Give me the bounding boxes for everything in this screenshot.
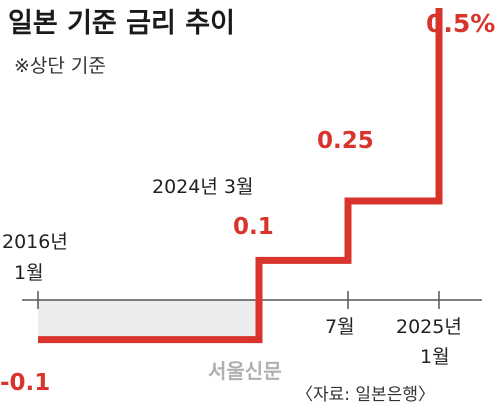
negative-rate-area bbox=[38, 300, 259, 340]
chart-title: 일본 기준 금리 추이 bbox=[8, 8, 235, 39]
value-label-neg-0-1: -0.1 bbox=[0, 370, 50, 396]
tick-label-month-2025: 1월 bbox=[420, 346, 450, 368]
value-label-0-25: 0.25 bbox=[317, 128, 374, 154]
value-label-0-1: 0.1 bbox=[233, 214, 274, 240]
tick-label-year-2025: 2025년 bbox=[396, 316, 462, 338]
tick-label-month-jul: 7월 bbox=[325, 316, 355, 338]
tick-label-month-2016: 1월 bbox=[14, 262, 44, 284]
value-label-0-5: 0.5% bbox=[426, 9, 495, 38]
newspaper-watermark: 서울신문 bbox=[208, 359, 282, 383]
tick-label-year-2016: 2016년 bbox=[2, 231, 68, 253]
rate-step-line bbox=[38, 8, 443, 344]
event-label-2024-03: 2024년 3월 bbox=[152, 176, 253, 198]
chart-subtitle: ※상단 기준 bbox=[14, 55, 106, 77]
source-note: 〈자료: 일본은행〉 bbox=[296, 385, 435, 405]
